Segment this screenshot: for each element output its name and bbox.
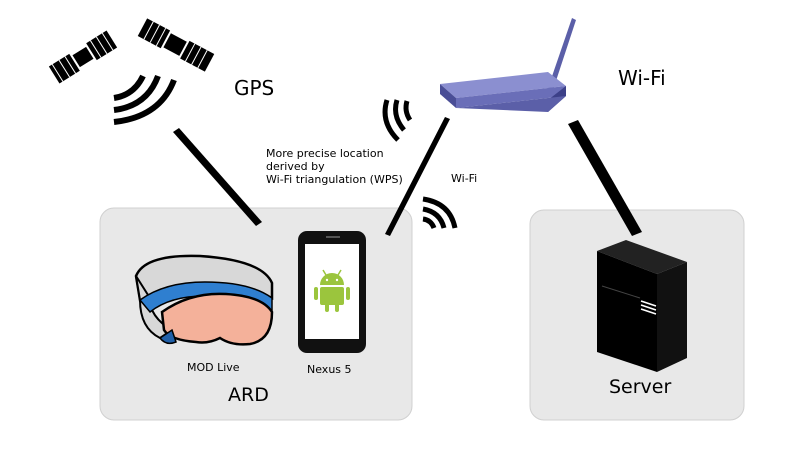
server-tower-icon [597, 240, 687, 372]
nexus5-label: Nexus 5 [307, 363, 352, 376]
signal-waves-icon [382, 99, 413, 142]
android-logo-icon [314, 269, 350, 312]
gps-label: GPS [234, 76, 275, 100]
wps-note: More precise location derived by Wi-Fi t… [266, 147, 403, 186]
wps-link-line [385, 117, 450, 236]
satellite-icon [137, 18, 215, 72]
signal-waves-icon [113, 74, 177, 125]
wifi-link-label: Wi-Fi [451, 172, 478, 185]
gps-link-line [173, 128, 262, 226]
wifi-router-icon [440, 18, 576, 112]
goggles-icon [134, 254, 274, 346]
satellite-icon [48, 30, 118, 84]
mod-live-label: MOD Live [187, 361, 240, 374]
server-label: Server [609, 376, 672, 398]
signal-waves-icon [422, 196, 458, 229]
server-link-line [568, 120, 642, 236]
ard-label: ARD [228, 384, 269, 406]
wifi-label: Wi-Fi [618, 66, 666, 90]
